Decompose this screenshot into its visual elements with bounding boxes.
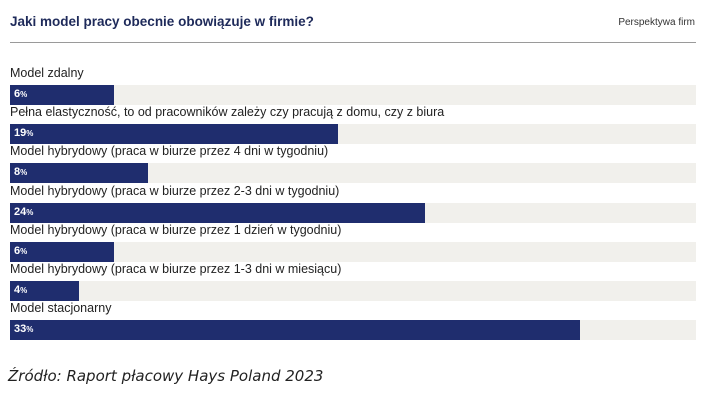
bar-track: 8% (10, 163, 696, 184)
source-note: Źródło: Raport płacowy Hays Poland 2023 (8, 367, 324, 385)
data-label: 8% (14, 166, 28, 179)
bar: 19% (10, 124, 339, 145)
bar-row: Model hybrydowy (praca w biurze przez 1 … (10, 223, 696, 262)
data-label: 6% (14, 244, 28, 257)
bar-row: Model hybrydowy (praca w biurze przez 4 … (10, 144, 696, 184)
bar-label: Model zdalny (10, 66, 84, 80)
data-label: 4% (14, 283, 28, 296)
bar: 4% (10, 280, 80, 301)
bar-label: Model stacjonarny (10, 301, 112, 316)
bar-row: Model hybrydowy (praca w biurze przez 2-… (10, 184, 696, 223)
bar-row: Model zdalny 6% (10, 66, 696, 105)
chart-subtitle: Perspektywa firm (618, 17, 695, 28)
bar: 8% (10, 163, 149, 184)
bar: 24% (10, 202, 425, 223)
bar: 6% (10, 241, 114, 262)
bar-label: Pełna elastyczność, to od pracowników za… (10, 105, 445, 120)
bar-track: 6% (10, 241, 696, 262)
bar-track: 19% (10, 124, 696, 145)
bar-row: Model stacjonarny 33% (10, 301, 696, 341)
bar: 33% (10, 320, 581, 341)
bar: 6% (10, 85, 114, 105)
bar-row: Model hybrydowy (praca w biurze przez 1-… (10, 262, 696, 301)
data-label: 33% (14, 323, 34, 336)
data-label: 24% (14, 205, 34, 218)
bar-label: Model hybrydowy (praca w biurze przez 1-… (10, 261, 342, 276)
bar-track: 4% (10, 280, 696, 301)
bar-label: Model hybrydowy (praca w biurze przez 2-… (10, 183, 340, 198)
bar-track: 24% (10, 202, 696, 223)
bar-label: Model hybrydowy (praca w biurze przez 4 … (10, 144, 329, 159)
chart-title: Jaki model pracy obecnie obowiązuje w fi… (10, 14, 314, 29)
divider (10, 42, 696, 43)
bar-track: 6% (10, 85, 696, 105)
bar-label: Model hybrydowy (praca w biurze przez 1 … (10, 222, 342, 237)
bar-row: Pełna elastyczność, to od pracowników za… (10, 105, 696, 145)
bar-list: Model zdalny 6% Pełna elastyczność, to od … (10, 66, 696, 341)
bar-track: 33% (10, 320, 696, 341)
data-label: 19% (14, 127, 34, 140)
data-label: 6% (14, 88, 28, 100)
